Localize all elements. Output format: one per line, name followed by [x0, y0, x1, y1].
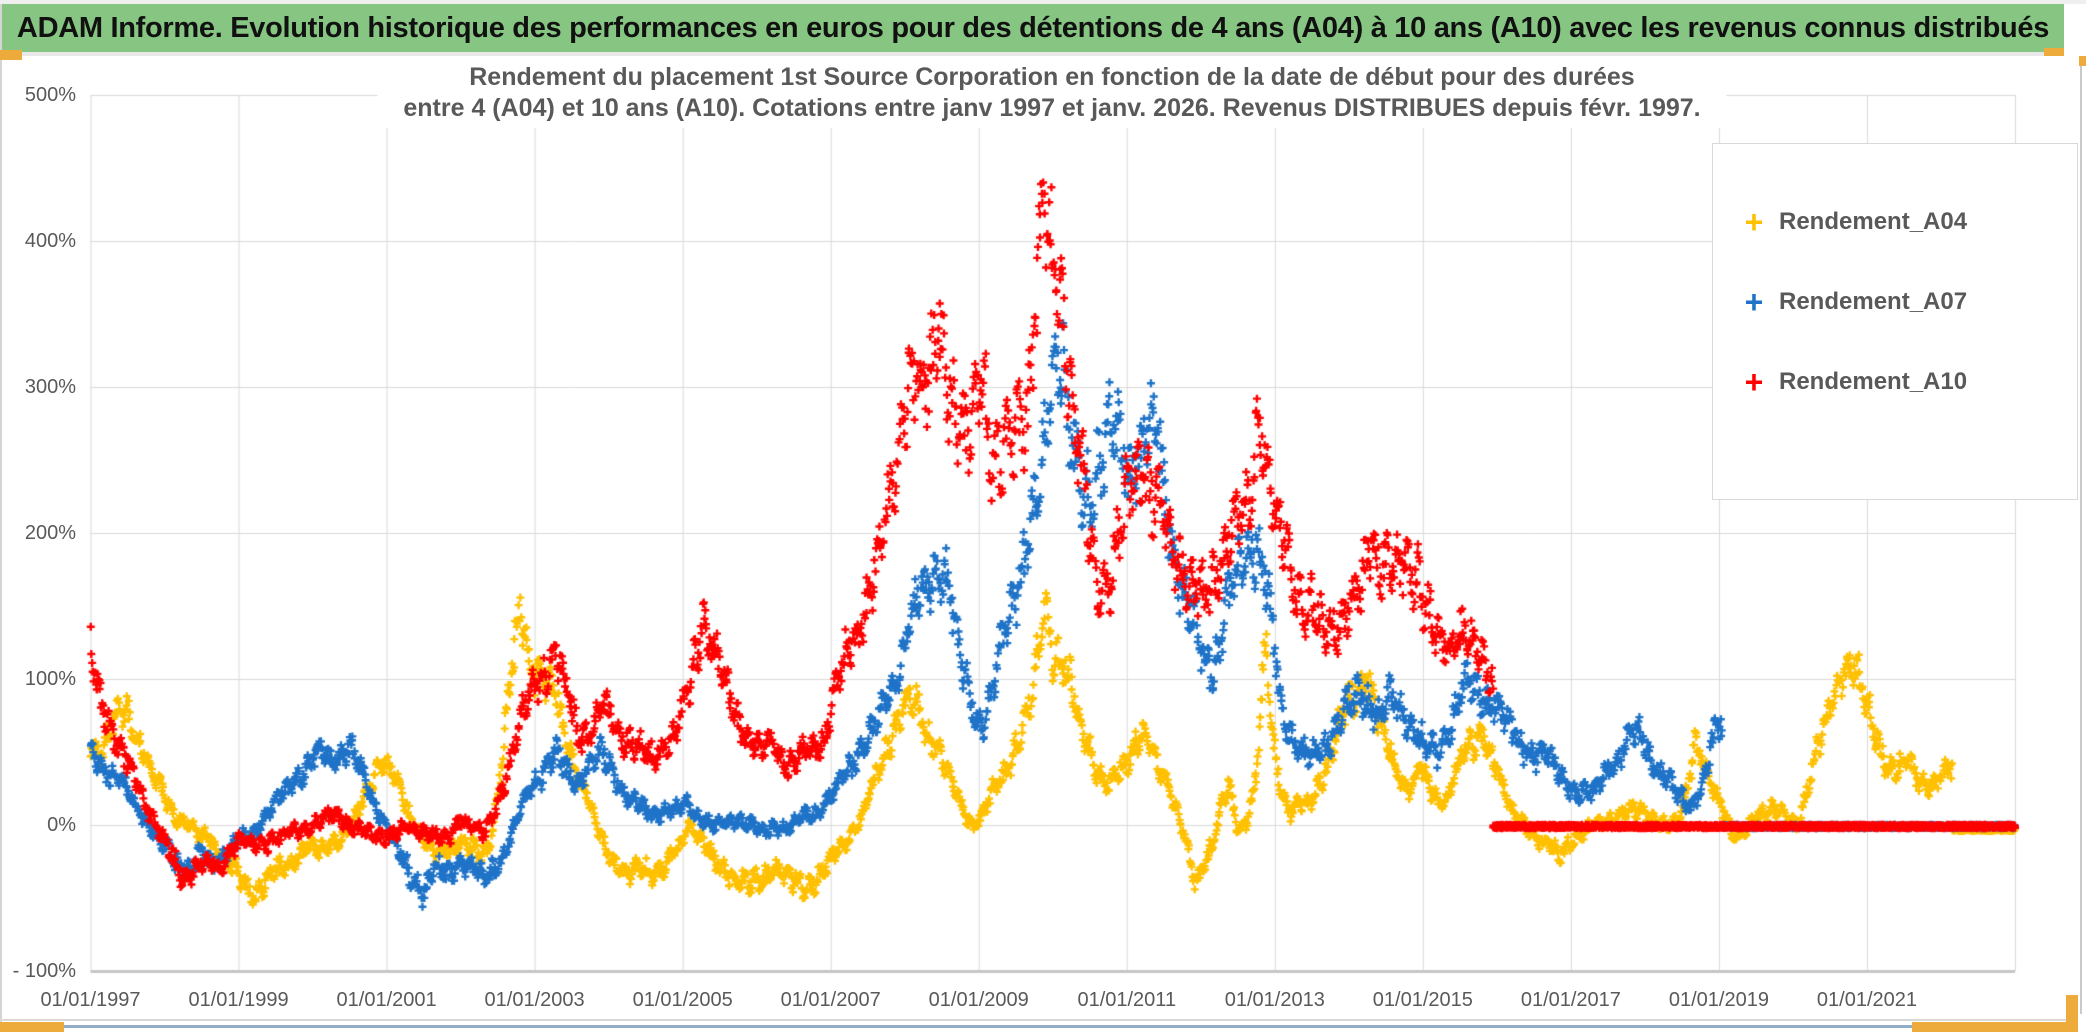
x-tick-label: 01/01/2011 [1077, 989, 1177, 1011]
chart-title-line2: entre 4 (A04) et 10 ans (A10). Cotations… [403, 94, 1701, 122]
x-tick-label: 01/01/2017 [1520, 989, 1621, 1011]
x-tick-label: 01/01/2021 [1816, 989, 1918, 1011]
chart-title-line1: Rendement du placement 1st Source Corpor… [469, 63, 1635, 91]
x-tick-label: 01/01/2013 [1224, 989, 1325, 1011]
plus-marker-icon: + [1744, 204, 1764, 240]
legend-label: Rendement_A04 [1779, 208, 1968, 235]
x-tick-label: 01/01/2015 [1372, 989, 1473, 1011]
y-tick-label: 300% [24, 376, 76, 398]
x-tick-label: 01/01/2019 [1668, 989, 1769, 1011]
x-tick-label: 01/01/1999 [188, 989, 289, 1011]
legend-item-rendement-a07[interactable]: + Rendement_A07 [1713, 262, 2077, 342]
x-tick-label: 01/01/2005 [632, 989, 733, 1011]
plus-marker-icon: + [1744, 284, 1764, 320]
y-tick-label: 500% [24, 84, 76, 106]
x-tick-label: 01/01/2009 [928, 989, 1029, 1011]
legend: + Rendement_A04 + Rendement_A07 + Rendem… [1712, 143, 2078, 500]
y-tick-label: 0% [47, 814, 76, 836]
x-tick-label: 01/01/1997 [40, 989, 141, 1011]
legend-label: Rendement_A10 [1779, 368, 1968, 395]
gold-bottom-left-marker [0, 1022, 64, 1032]
legend-label: Rendement_A07 [1779, 288, 1968, 315]
y-tick-label: 400% [24, 230, 76, 252]
x-tick-label: 01/01/2003 [484, 989, 585, 1011]
legend-item-rendement-a10[interactable]: + Rendement_A10 [1713, 342, 2077, 422]
y-tick-label: 100% [24, 668, 76, 690]
y-tick-label: - 100% [12, 960, 76, 982]
chart-bottom-edge [0, 1019, 2078, 1021]
x-tick-label: 01/01/2001 [336, 989, 437, 1011]
legend-item-rendement-a04[interactable]: + Rendement_A04 [1713, 182, 2077, 262]
gold-right-bar [2066, 995, 2078, 1032]
chart-title: Rendement du placement 1st Source Corpor… [377, 58, 1727, 128]
plus-marker-icon: + [1744, 364, 1764, 400]
x-tick-label: 01/01/2007 [780, 989, 881, 1011]
bottom-divider-line [64, 1025, 1912, 1028]
y-tick-label: 200% [24, 522, 76, 544]
gold-bottom-right-marker [1912, 1022, 2078, 1032]
